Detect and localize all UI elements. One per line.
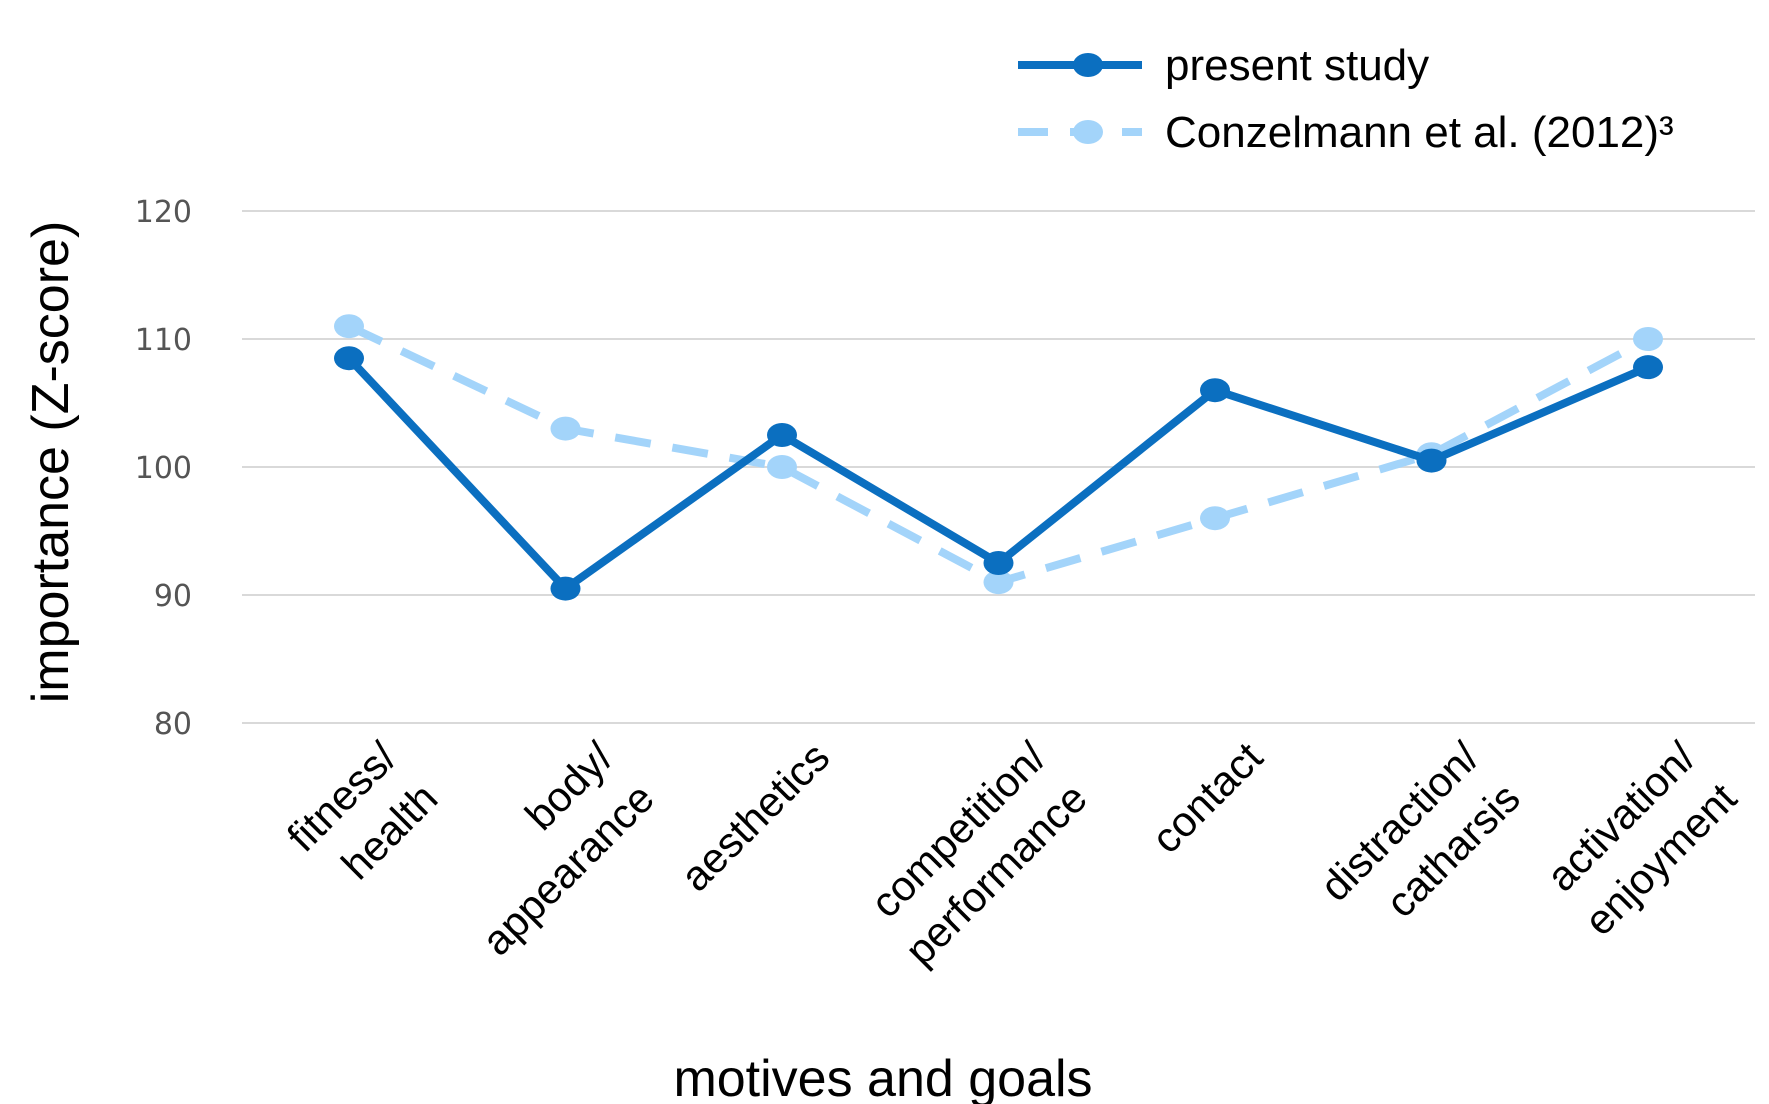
series-solid [334, 346, 1663, 601]
x-tick-label: aesthetics [671, 733, 838, 900]
x-tick-label: body/appearance [432, 733, 663, 964]
legend-item: present study [1018, 41, 1429, 90]
y-tick-label: 110 [135, 323, 192, 358]
data-point [334, 314, 364, 339]
y-axis-ticks: 80 90 100 110 120 [135, 195, 192, 742]
series-layer [334, 314, 1663, 601]
legend-label: present study [1165, 41, 1429, 90]
data-point [334, 346, 364, 371]
x-tick-label: activation/enjoyment [1534, 733, 1746, 945]
y-axis-title: importance (Z-score) [22, 221, 80, 704]
x-tick-label: contact [1142, 733, 1271, 862]
legend-marker [1073, 53, 1103, 77]
data-point [1200, 378, 1230, 403]
data-point [767, 423, 797, 447]
gridlines [242, 210, 1755, 724]
legend-marker [1073, 120, 1103, 144]
data-point [550, 576, 581, 601]
x-tick-label: fitness/health [278, 733, 447, 902]
x-tick-label: competition/performance [855, 733, 1096, 974]
legend: present study Conzelmann et al. (2012)³ [1018, 41, 1674, 157]
series-dashed [334, 314, 1663, 595]
legend-label: Conzelmann et al. (2012)³ [1165, 108, 1674, 157]
data-point [1416, 448, 1447, 473]
y-tick-label: 80 [154, 707, 192, 742]
data-point [1633, 327, 1663, 351]
y-tick-label: 100 [135, 451, 192, 486]
data-point [1200, 506, 1230, 531]
data-point [983, 570, 1014, 595]
x-axis-title: motives and goals [673, 1050, 1092, 1104]
y-tick-label: 120 [135, 195, 192, 230]
x-tick-label: distraction/catharsis [1311, 733, 1529, 951]
y-tick-label: 90 [154, 579, 192, 614]
data-point [983, 551, 1014, 575]
data-point [550, 416, 581, 441]
x-axis-category-labels: fitness/health body/appearance aesthetics c… [278, 733, 1746, 974]
legend-item: Conzelmann et al. (2012)³ [1018, 108, 1674, 157]
data-point [1633, 355, 1663, 380]
data-point [767, 455, 797, 479]
